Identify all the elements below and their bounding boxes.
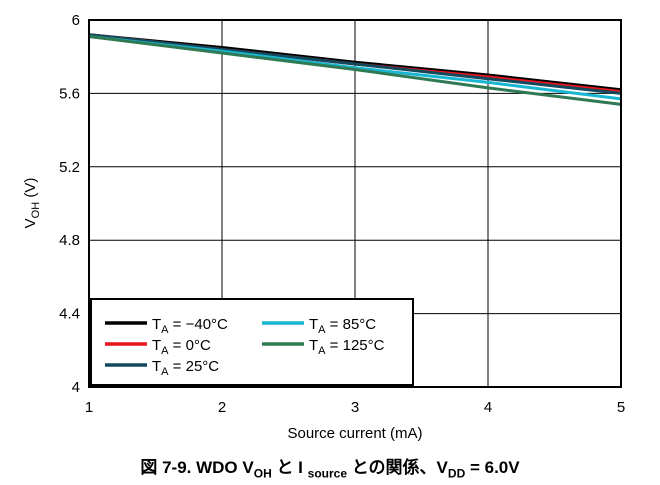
legend-label-sub-1: A bbox=[161, 345, 169, 357]
legend-label-sub-3: A bbox=[318, 324, 326, 336]
legend-label-0: TA = −40°C bbox=[152, 316, 228, 336]
caption-sub-source: source bbox=[307, 466, 347, 481]
caption-sub-dd: DD bbox=[447, 466, 466, 481]
legend-label-main-0: T bbox=[152, 316, 161, 333]
y-axis-label-main: V bbox=[22, 218, 39, 228]
y-tick-label-5: 6 bbox=[72, 12, 80, 29]
legend-label-rest-3: = 85°C bbox=[326, 316, 377, 333]
caption-sub-oh: OH bbox=[253, 466, 272, 481]
x-tick-label-0: 1 bbox=[85, 399, 93, 416]
legend-label-1: TA = 0°C bbox=[152, 337, 211, 357]
series-lines bbox=[88, 33, 622, 106]
y-tick-label-0: 4 bbox=[72, 379, 80, 396]
legend-label-main-4: T bbox=[309, 337, 318, 354]
x-axis-label: Source current (mA) bbox=[287, 425, 422, 442]
caption-mid1: と I bbox=[271, 458, 308, 477]
x-tick-label-1: 2 bbox=[218, 399, 226, 416]
y-tick-label-4: 5.6 bbox=[59, 85, 80, 102]
legend-label-main-2: T bbox=[152, 358, 161, 375]
y-axis-label: VOH (V) bbox=[22, 178, 42, 229]
legend-label-3: TA = 85°C bbox=[309, 316, 376, 336]
x-tick-label-3: 4 bbox=[484, 399, 492, 416]
series-line-4 bbox=[88, 35, 622, 106]
legend-label-sub-0: A bbox=[161, 324, 169, 336]
y-axis-label-unit: (V) bbox=[22, 178, 39, 202]
legend-label-sub-4: A bbox=[318, 345, 326, 357]
y-axis-label-sub: OH bbox=[30, 202, 42, 219]
legend-label-main-3: T bbox=[309, 316, 318, 333]
legend-label-rest-4: = 125°C bbox=[326, 337, 385, 354]
x-tick-label-2: 3 bbox=[351, 399, 359, 416]
x-tick-label-4: 5 bbox=[617, 399, 625, 416]
legend-label-2: TA = 25°C bbox=[152, 358, 219, 378]
line-chart: TA = −40°CTA = 0°CTA = 25°CTA = 85°CTA =… bbox=[22, 12, 625, 442]
figure-caption: 図 7-9. WDO VOH と I source との関係、VDD = 6.0… bbox=[0, 453, 660, 480]
legend-label-rest-0: = −40°C bbox=[169, 316, 229, 333]
legend-label-main-1: T bbox=[152, 337, 161, 354]
x-axis-ticks: 1 2 3 4 5 bbox=[85, 399, 625, 416]
caption-mid2: との関係、V bbox=[347, 458, 448, 477]
legend-label-sub-2: A bbox=[161, 366, 169, 378]
y-tick-label-3: 5.2 bbox=[59, 159, 80, 176]
caption-suffix: = 6.0V bbox=[465, 458, 520, 477]
plot-frame bbox=[88, 19, 622, 388]
legend-label-rest-1: = 0°C bbox=[169, 337, 211, 354]
legend-label-rest-2: = 25°C bbox=[169, 358, 220, 375]
legend-box bbox=[90, 298, 414, 386]
caption-prefix: 図 7-9. WDO V bbox=[140, 458, 254, 477]
y-axis-ticks: 4 4.4 4.8 5.2 5.6 6 bbox=[59, 12, 80, 396]
series-line-2 bbox=[88, 33, 622, 95]
legend: TA = −40°CTA = 0°CTA = 25°CTA = 85°CTA =… bbox=[90, 298, 414, 386]
y-tick-label-1: 4.4 bbox=[59, 306, 80, 323]
y-tick-label-2: 4.8 bbox=[59, 232, 80, 249]
legend-label-4: TA = 125°C bbox=[309, 337, 385, 357]
